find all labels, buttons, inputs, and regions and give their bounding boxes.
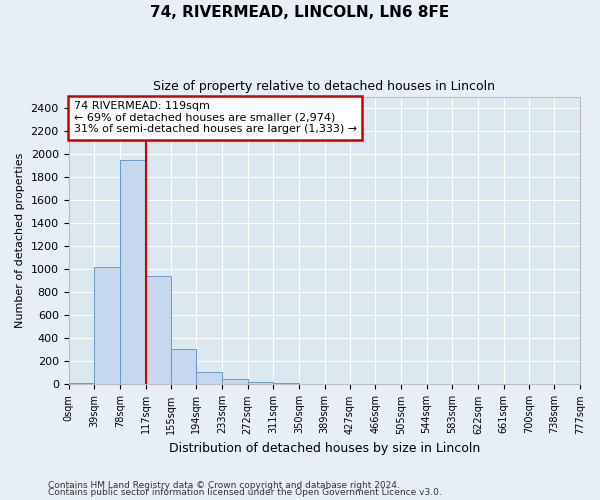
Text: Contains HM Land Registry data © Crown copyright and database right 2024.: Contains HM Land Registry data © Crown c… xyxy=(48,480,400,490)
Text: 74, RIVERMEAD, LINCOLN, LN6 8FE: 74, RIVERMEAD, LINCOLN, LN6 8FE xyxy=(151,5,449,20)
Bar xyxy=(222,380,248,384)
Bar xyxy=(94,267,120,384)
Bar xyxy=(196,372,222,384)
Text: Contains public sector information licensed under the Open Government Licence v3: Contains public sector information licen… xyxy=(48,488,442,497)
Bar xyxy=(120,160,146,384)
Bar xyxy=(273,382,299,384)
Bar xyxy=(248,382,273,384)
Bar xyxy=(146,276,170,384)
Y-axis label: Number of detached properties: Number of detached properties xyxy=(15,153,25,328)
Bar xyxy=(68,382,94,384)
Title: Size of property relative to detached houses in Lincoln: Size of property relative to detached ho… xyxy=(153,80,495,93)
X-axis label: Distribution of detached houses by size in Lincoln: Distribution of detached houses by size … xyxy=(169,442,480,455)
Bar xyxy=(170,349,196,384)
Text: 74 RIVERMEAD: 119sqm
← 69% of detached houses are smaller (2,974)
31% of semi-de: 74 RIVERMEAD: 119sqm ← 69% of detached h… xyxy=(74,102,357,134)
